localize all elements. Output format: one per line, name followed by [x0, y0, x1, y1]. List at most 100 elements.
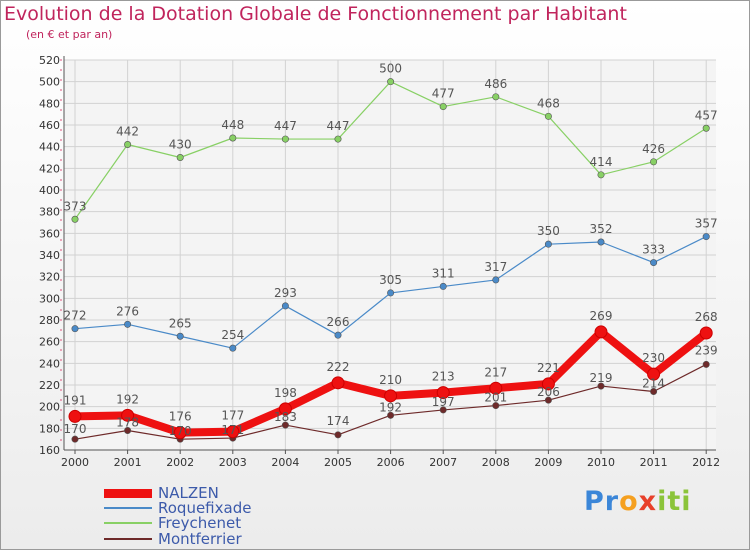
y-tick-label: 400 — [39, 184, 60, 197]
axes: 160 180 200 220 240 260 280 300 320 340 360 380 400 4… — [39, 54, 720, 469]
x-tick-label: 2009 — [534, 456, 562, 469]
data-label: 230 — [642, 351, 665, 365]
legend-label: Montferrier — [158, 530, 242, 548]
point-nalzen — [173, 426, 187, 440]
point-freychenet — [439, 103, 447, 111]
data-label: 442 — [116, 125, 139, 139]
point-nalzen — [278, 402, 292, 416]
chart-title: Evolution de la Dotation Globale de Fonc… — [4, 3, 627, 25]
data-label: 373 — [64, 199, 87, 213]
legend-swatch — [104, 538, 152, 540]
point-roquefixade — [439, 282, 447, 290]
data-label: 265 — [169, 316, 192, 330]
data-label: 177 — [221, 409, 244, 423]
data-label: 201 — [484, 391, 507, 405]
data-label: 357 — [695, 217, 718, 231]
data-label: 198 — [274, 386, 297, 400]
point-montferrier — [702, 360, 710, 368]
data-labels: 191 192 176 177 198 222 210 213 217 221 269 230 268 2… — [64, 62, 718, 438]
y-tick-label: 340 — [39, 249, 60, 262]
x-tick-label: 2008 — [482, 456, 510, 469]
legend-swatch — [104, 507, 152, 509]
legend-swatch — [104, 522, 152, 524]
point-freychenet — [281, 135, 289, 143]
y-tick-label: 160 — [39, 444, 60, 457]
data-label: 266 — [327, 315, 350, 329]
point-montferrier — [334, 431, 342, 439]
y-tick-label: 320 — [39, 271, 60, 284]
x-tick-label: 2012 — [692, 456, 720, 469]
point-roquefixade — [229, 344, 237, 352]
point-freychenet — [124, 141, 132, 149]
point-montferrier — [124, 426, 132, 434]
legend-item-roquefixade: Roquefixade — [104, 499, 251, 517]
data-label: 448 — [221, 118, 244, 132]
point-nalzen — [226, 425, 240, 439]
data-label: 206 — [537, 385, 560, 399]
point-roquefixade — [71, 325, 79, 333]
data-label: 197 — [432, 395, 455, 409]
point-freychenet — [702, 124, 710, 132]
point-roquefixade — [334, 331, 342, 339]
point-freychenet — [334, 135, 342, 143]
data-label: 414 — [590, 155, 613, 169]
data-label: 192 — [379, 400, 402, 414]
data-label: 239 — [695, 343, 718, 357]
data-label: 500 — [379, 62, 402, 76]
data-label: 170 — [64, 422, 87, 436]
data-label: 183 — [274, 410, 297, 424]
legend-item-nalzen: NALZEN — [104, 484, 219, 502]
point-nalzen — [699, 326, 713, 340]
y-tick-label: 440 — [39, 141, 60, 154]
point-roquefixade — [544, 240, 552, 248]
x-tick-label: 2007 — [429, 456, 457, 469]
grid-lines — [64, 59, 716, 451]
point-nalzen — [594, 325, 608, 339]
data-label: 477 — [432, 87, 455, 101]
point-freychenet — [544, 112, 552, 120]
chart-subtitle: (en € et par an) — [26, 28, 113, 41]
data-label: 214 — [642, 377, 665, 391]
data-label: 272 — [64, 309, 87, 323]
data-label: 426 — [642, 142, 665, 156]
x-tick-label: 2011 — [640, 456, 668, 469]
data-label: 447 — [327, 119, 350, 133]
data-label: 268 — [695, 310, 718, 324]
point-freychenet — [650, 158, 658, 166]
point-montferrier — [281, 421, 289, 429]
y-tick-label: 220 — [39, 379, 60, 392]
point-montferrier — [387, 411, 395, 419]
data-label: 221 — [537, 361, 560, 375]
point-freychenet — [71, 215, 79, 223]
x-tick-label: 2010 — [587, 456, 615, 469]
data-label: 486 — [484, 77, 507, 91]
point-nalzen — [647, 367, 661, 381]
data-label: 171 — [221, 423, 244, 437]
data-label: 210 — [379, 373, 402, 387]
data-label: 217 — [484, 365, 507, 379]
data-label: 178 — [116, 416, 139, 430]
point-roquefixade — [124, 320, 132, 328]
x-tick-label: 2001 — [114, 456, 142, 469]
y-tick-label: 240 — [39, 357, 60, 370]
point-roquefixade — [492, 276, 500, 284]
data-label: 468 — [537, 96, 560, 110]
x-tick-label: 2004 — [271, 456, 299, 469]
y-tick-label: 260 — [39, 336, 60, 349]
data-label: 333 — [642, 243, 665, 257]
point-roquefixade — [176, 332, 184, 340]
x-tick-label: 2000 — [61, 456, 89, 469]
point-nalzen — [331, 376, 345, 390]
y-tick-label: 300 — [39, 292, 60, 305]
data-label: 305 — [379, 273, 402, 287]
legend-item-freychenet: Freychenet — [104, 514, 241, 532]
data-label: 276 — [116, 304, 139, 318]
data-label: 213 — [432, 370, 455, 384]
data-label: 174 — [327, 414, 350, 428]
data-label: 317 — [484, 260, 507, 274]
point-nalzen — [489, 381, 503, 395]
point-roquefixade — [387, 289, 395, 297]
series-lines — [68, 78, 713, 443]
data-label: 191 — [64, 393, 87, 407]
point-nalzen — [436, 386, 450, 400]
